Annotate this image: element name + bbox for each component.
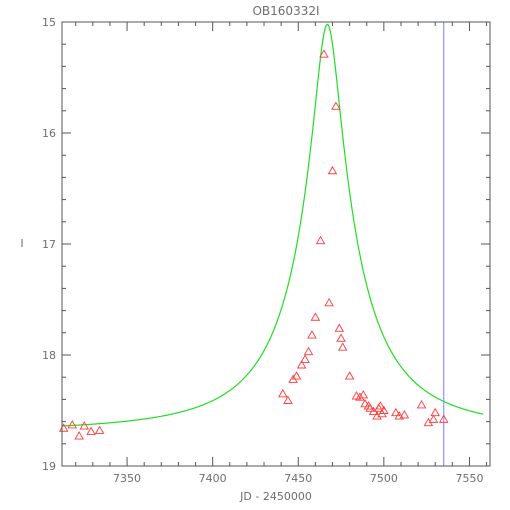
data-point — [324, 297, 334, 307]
data-point — [336, 333, 346, 342]
data-point — [86, 426, 96, 436]
data-point — [278, 388, 288, 398]
x-tick-label: 7350 — [113, 472, 141, 485]
data-point — [358, 390, 369, 399]
x-axis-label: JD - 2450000 — [239, 490, 312, 503]
data-point — [327, 165, 338, 175]
y-tick-label: 18 — [42, 349, 56, 362]
x-tick-label: 7400 — [199, 472, 227, 485]
data-point — [379, 405, 389, 414]
plot-area — [58, 22, 484, 466]
data-point — [360, 398, 370, 408]
data-point — [74, 431, 84, 440]
data-point — [310, 312, 321, 321]
data-point — [303, 346, 314, 356]
axes: 7350 7400 7450 7500 7550 15 16 17 18 19 — [42, 16, 490, 485]
data-point — [430, 407, 440, 417]
chart-title: OB160332I — [252, 4, 319, 18]
data-point — [355, 392, 365, 401]
data-point — [391, 407, 401, 417]
y-tick-label: 17 — [42, 238, 56, 251]
data-point — [94, 425, 105, 434]
data-point — [375, 401, 386, 410]
model-curve — [61, 23, 484, 427]
data-point — [67, 420, 78, 429]
data-point — [399, 410, 410, 419]
x-tick-label: 7550 — [455, 472, 483, 485]
data-point — [331, 101, 341, 110]
data-point — [315, 235, 326, 245]
data-point — [428, 414, 439, 423]
y-tick-label: 19 — [42, 460, 56, 473]
data-point — [291, 371, 302, 380]
y-tick-label: 16 — [42, 127, 56, 140]
y-tick-label: 15 — [42, 16, 56, 29]
data-point — [337, 342, 348, 351]
data-point — [365, 403, 375, 412]
data-point — [300, 354, 310, 363]
data-point — [283, 395, 293, 404]
data-point — [439, 414, 449, 423]
data-point — [344, 371, 355, 380]
x-tick-label: 7450 — [284, 472, 312, 485]
data-point — [334, 323, 345, 332]
data-point — [416, 400, 427, 409]
x-tick-label: 7500 — [370, 472, 398, 485]
data-point — [319, 49, 329, 58]
data-point — [79, 421, 90, 430]
axes-frame — [61, 21, 491, 467]
data-point — [296, 360, 307, 369]
y-axis-label: I — [20, 237, 23, 250]
data-point — [307, 330, 317, 339]
